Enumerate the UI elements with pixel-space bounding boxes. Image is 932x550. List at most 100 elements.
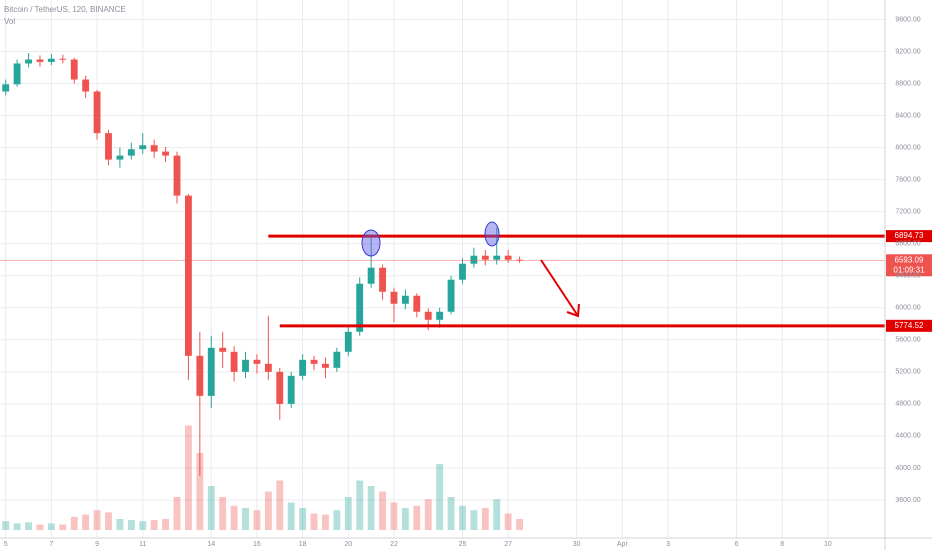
x-tick-label: 6 — [735, 541, 739, 548]
volume-bar — [105, 512, 112, 530]
y-tick-label: 5600.00 — [895, 337, 920, 344]
volume-bar — [173, 497, 181, 530]
candle-body — [322, 363, 329, 368]
volume-bar — [253, 510, 261, 530]
y-tick-label: 7600.00 — [895, 176, 920, 183]
volume-bar — [424, 499, 432, 530]
volume-bar — [447, 497, 455, 530]
x-tick-label: 14 — [207, 541, 215, 548]
x-tick-label: 8 — [780, 541, 784, 548]
annotation-arrow — [540, 259, 580, 318]
volume-bar — [413, 505, 421, 530]
candle-body — [230, 351, 238, 372]
volume-bar — [207, 486, 215, 530]
x-tick-label: 7 — [49, 541, 53, 548]
volume-bar — [322, 514, 329, 530]
volume-bar — [242, 508, 249, 530]
countdown-label: 01:09:31 — [893, 265, 925, 274]
grid — [0, 0, 885, 538]
candle-body — [459, 263, 466, 280]
volume-bar — [47, 523, 55, 530]
volume-bar — [356, 480, 364, 530]
volume-bar — [70, 516, 78, 530]
y-tick-label: 3600.00 — [895, 497, 920, 504]
volume-bar — [219, 497, 227, 530]
x-tick-label: 18 — [299, 541, 307, 548]
candle-body — [504, 255, 512, 260]
annotation-ellipse — [361, 229, 381, 257]
x-tick-label: 16 — [253, 541, 261, 548]
candle-body — [253, 359, 261, 364]
volume-bar — [276, 480, 284, 530]
last-price-bg — [886, 254, 932, 277]
y-tick-label: 4000.00 — [895, 465, 920, 472]
level-label: 5774.52 — [895, 321, 924, 330]
candle-body — [93, 91, 101, 134]
volume-bar — [264, 491, 272, 530]
y-tick-label: 5200.00 — [895, 369, 920, 376]
candle-body — [344, 331, 352, 352]
volume-bar — [459, 505, 466, 530]
candle-body — [82, 79, 90, 92]
x-tick-label: 5 — [4, 541, 8, 548]
candle-body — [150, 145, 158, 152]
volume-bar — [59, 524, 67, 530]
candle-body — [447, 279, 455, 312]
candle-body — [493, 255, 501, 260]
volume-bar — [82, 514, 90, 530]
candle-body — [264, 363, 272, 372]
candle-body — [25, 59, 32, 64]
x-tick-label: 22 — [390, 541, 398, 548]
candle-body — [173, 155, 181, 196]
volume-bar — [379, 491, 386, 530]
volume-bar — [504, 513, 512, 530]
volume-bar — [196, 453, 204, 530]
y-tick-label: 4400.00 — [895, 433, 920, 440]
y-tick-label: 9600.00 — [895, 16, 920, 23]
volume-bar — [310, 513, 318, 530]
volume-bar — [390, 502, 398, 530]
y-tick-label: 7200.00 — [895, 209, 920, 216]
volume-bar — [13, 523, 21, 530]
level-label-bg — [886, 230, 932, 243]
x-tick-label: 3 — [666, 541, 670, 548]
volume-bar — [150, 520, 158, 530]
y-tick-label: 6000.00 — [895, 305, 920, 312]
x-tick-label: 9 — [95, 541, 99, 548]
volume-bar — [470, 510, 478, 530]
candle-body — [379, 267, 386, 292]
last-price-label: 6593.09 — [895, 255, 924, 264]
volume-bar — [481, 508, 489, 530]
candle-body — [116, 155, 124, 160]
y-tick-label: 8400.00 — [895, 112, 920, 119]
candles — [2, 53, 524, 476]
x-tick-label: 27 — [504, 541, 512, 548]
candle-body — [127, 149, 135, 156]
candle-body — [196, 355, 204, 396]
candle-body — [47, 58, 55, 62]
y-tick-label: 6800.00 — [895, 241, 920, 248]
candle-body — [139, 145, 147, 150]
volume-bar — [493, 499, 501, 530]
y-tick-label: 6400.00 — [895, 273, 920, 280]
candle-body — [436, 311, 444, 320]
volume-bar — [127, 520, 135, 530]
candle-body — [287, 375, 295, 404]
candle-body — [13, 63, 21, 85]
level-label: 6894.73 — [895, 231, 924, 240]
candle-body — [367, 267, 375, 284]
x-tick-label: 10 — [824, 541, 832, 548]
candle-body — [59, 58, 67, 60]
y-tick-label: 8800.00 — [895, 80, 920, 87]
y-tick-label: 8000.00 — [895, 144, 920, 151]
candle-body — [219, 347, 227, 352]
volume-bar — [344, 497, 352, 530]
volume-bar — [299, 508, 307, 530]
candle-body — [356, 283, 364, 332]
volume-bar — [367, 486, 375, 530]
volume-pane — [2, 425, 524, 530]
x-tick-label: 25 — [459, 541, 467, 548]
volume-bar — [2, 521, 10, 530]
candle-body — [424, 311, 432, 320]
